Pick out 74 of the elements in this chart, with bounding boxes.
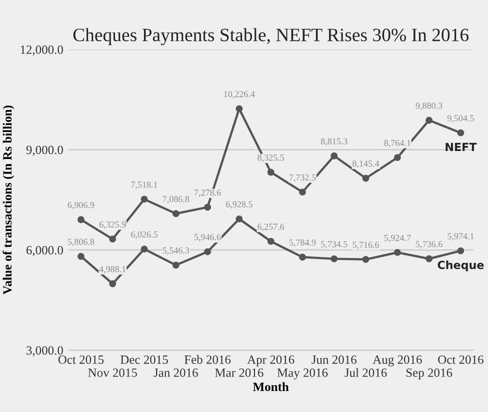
chart-title: Cheques Payments Stable, NEFT Rises 30% In 2016 — [73, 28, 469, 46]
data-label: 5,716.6 — [352, 242, 380, 250]
point — [362, 174, 370, 182]
x-tick-label: Nov 2015 — [88, 368, 137, 377]
data-label: 7,086.8 — [162, 196, 190, 204]
point — [426, 116, 433, 124]
data-label: 6,325.9 — [99, 221, 126, 229]
data-label: 9,880.3 — [416, 102, 442, 110]
x-tick-label: Jul 2016 — [344, 368, 387, 377]
point — [267, 238, 274, 245]
data-label: 8,815.3 — [320, 138, 348, 146]
x-tick-label: May 2016 — [277, 368, 328, 380]
data-label: 7,278.6 — [194, 190, 221, 197]
data-label: 5,784.9 — [289, 239, 316, 247]
x-tick-label: Jun 2016 — [312, 355, 356, 364]
data-label: 10,226.4 — [224, 91, 255, 98]
data-label: 7,518.1 — [131, 182, 158, 189]
data-label: 5,734.5 — [321, 241, 348, 249]
data-label: 5,974.1 — [448, 233, 474, 241]
point — [267, 168, 274, 176]
point — [330, 152, 338, 160]
point — [204, 204, 212, 211]
point — [140, 246, 148, 253]
x-tick-label: Sep 2016 — [406, 368, 452, 380]
data-label: 5,736.6 — [416, 241, 442, 248]
point — [394, 248, 401, 256]
x-tick-label: Feb 2016 — [184, 355, 231, 364]
data-label: 9,504.5 — [447, 115, 474, 123]
data-label: 8,764.1 — [384, 140, 410, 148]
data-label: 6,026.5 — [131, 231, 158, 239]
x-tick-label: Oct 2015 — [58, 355, 104, 364]
x-axis-title: Month — [252, 382, 289, 392]
point — [204, 248, 212, 256]
point — [330, 255, 338, 262]
series-label: Cheque — [438, 260, 484, 272]
y-tick-label: 6,000.0 — [26, 246, 63, 256]
point — [457, 247, 464, 254]
point — [236, 215, 243, 222]
data-label: 8,325.5 — [258, 154, 284, 162]
x-tick-label: Oct 2016 — [438, 355, 484, 364]
y-axis-title: Value of transactions (In Rs billion) — [2, 106, 14, 294]
point — [140, 196, 148, 203]
data-label: 5,946.6 — [194, 234, 221, 242]
data-label: 6,906.9 — [68, 202, 94, 210]
x-tick-label: Dec 2015 — [120, 355, 168, 364]
series-label: NEFT — [446, 142, 477, 151]
point — [78, 252, 84, 260]
data-label: 4,988.1 — [99, 266, 126, 274]
data-label: 5,546.3 — [162, 247, 190, 255]
point — [109, 236, 116, 243]
data-label: 5,806.8 — [68, 238, 94, 246]
data-label: 7,732.5 — [290, 174, 316, 182]
x-tick-label: Aug 2016 — [372, 355, 422, 366]
point — [394, 154, 401, 162]
y-tick-label: 9,000.0 — [26, 146, 63, 156]
data-label: 6,257.6 — [258, 224, 284, 232]
point — [426, 255, 433, 262]
point — [109, 280, 116, 288]
point — [236, 105, 243, 112]
x-tick-label: Mar 2016 — [215, 368, 264, 377]
y-tick-label: 12,000.0 — [20, 45, 63, 56]
y-tick-label: 3,000.0 — [26, 346, 63, 356]
x-tick-label: Jan 2016 — [154, 368, 198, 377]
point — [362, 256, 370, 263]
point — [172, 210, 180, 218]
x-tick-label: Apr 2016 — [247, 355, 294, 366]
data-label: 6,928.5 — [226, 201, 252, 209]
point — [172, 262, 180, 269]
point — [299, 254, 306, 261]
data-label: 8,145.4 — [352, 160, 380, 168]
point — [457, 129, 464, 136]
data-label: 5,924.7 — [384, 234, 411, 242]
point — [299, 188, 306, 196]
point — [78, 216, 84, 224]
